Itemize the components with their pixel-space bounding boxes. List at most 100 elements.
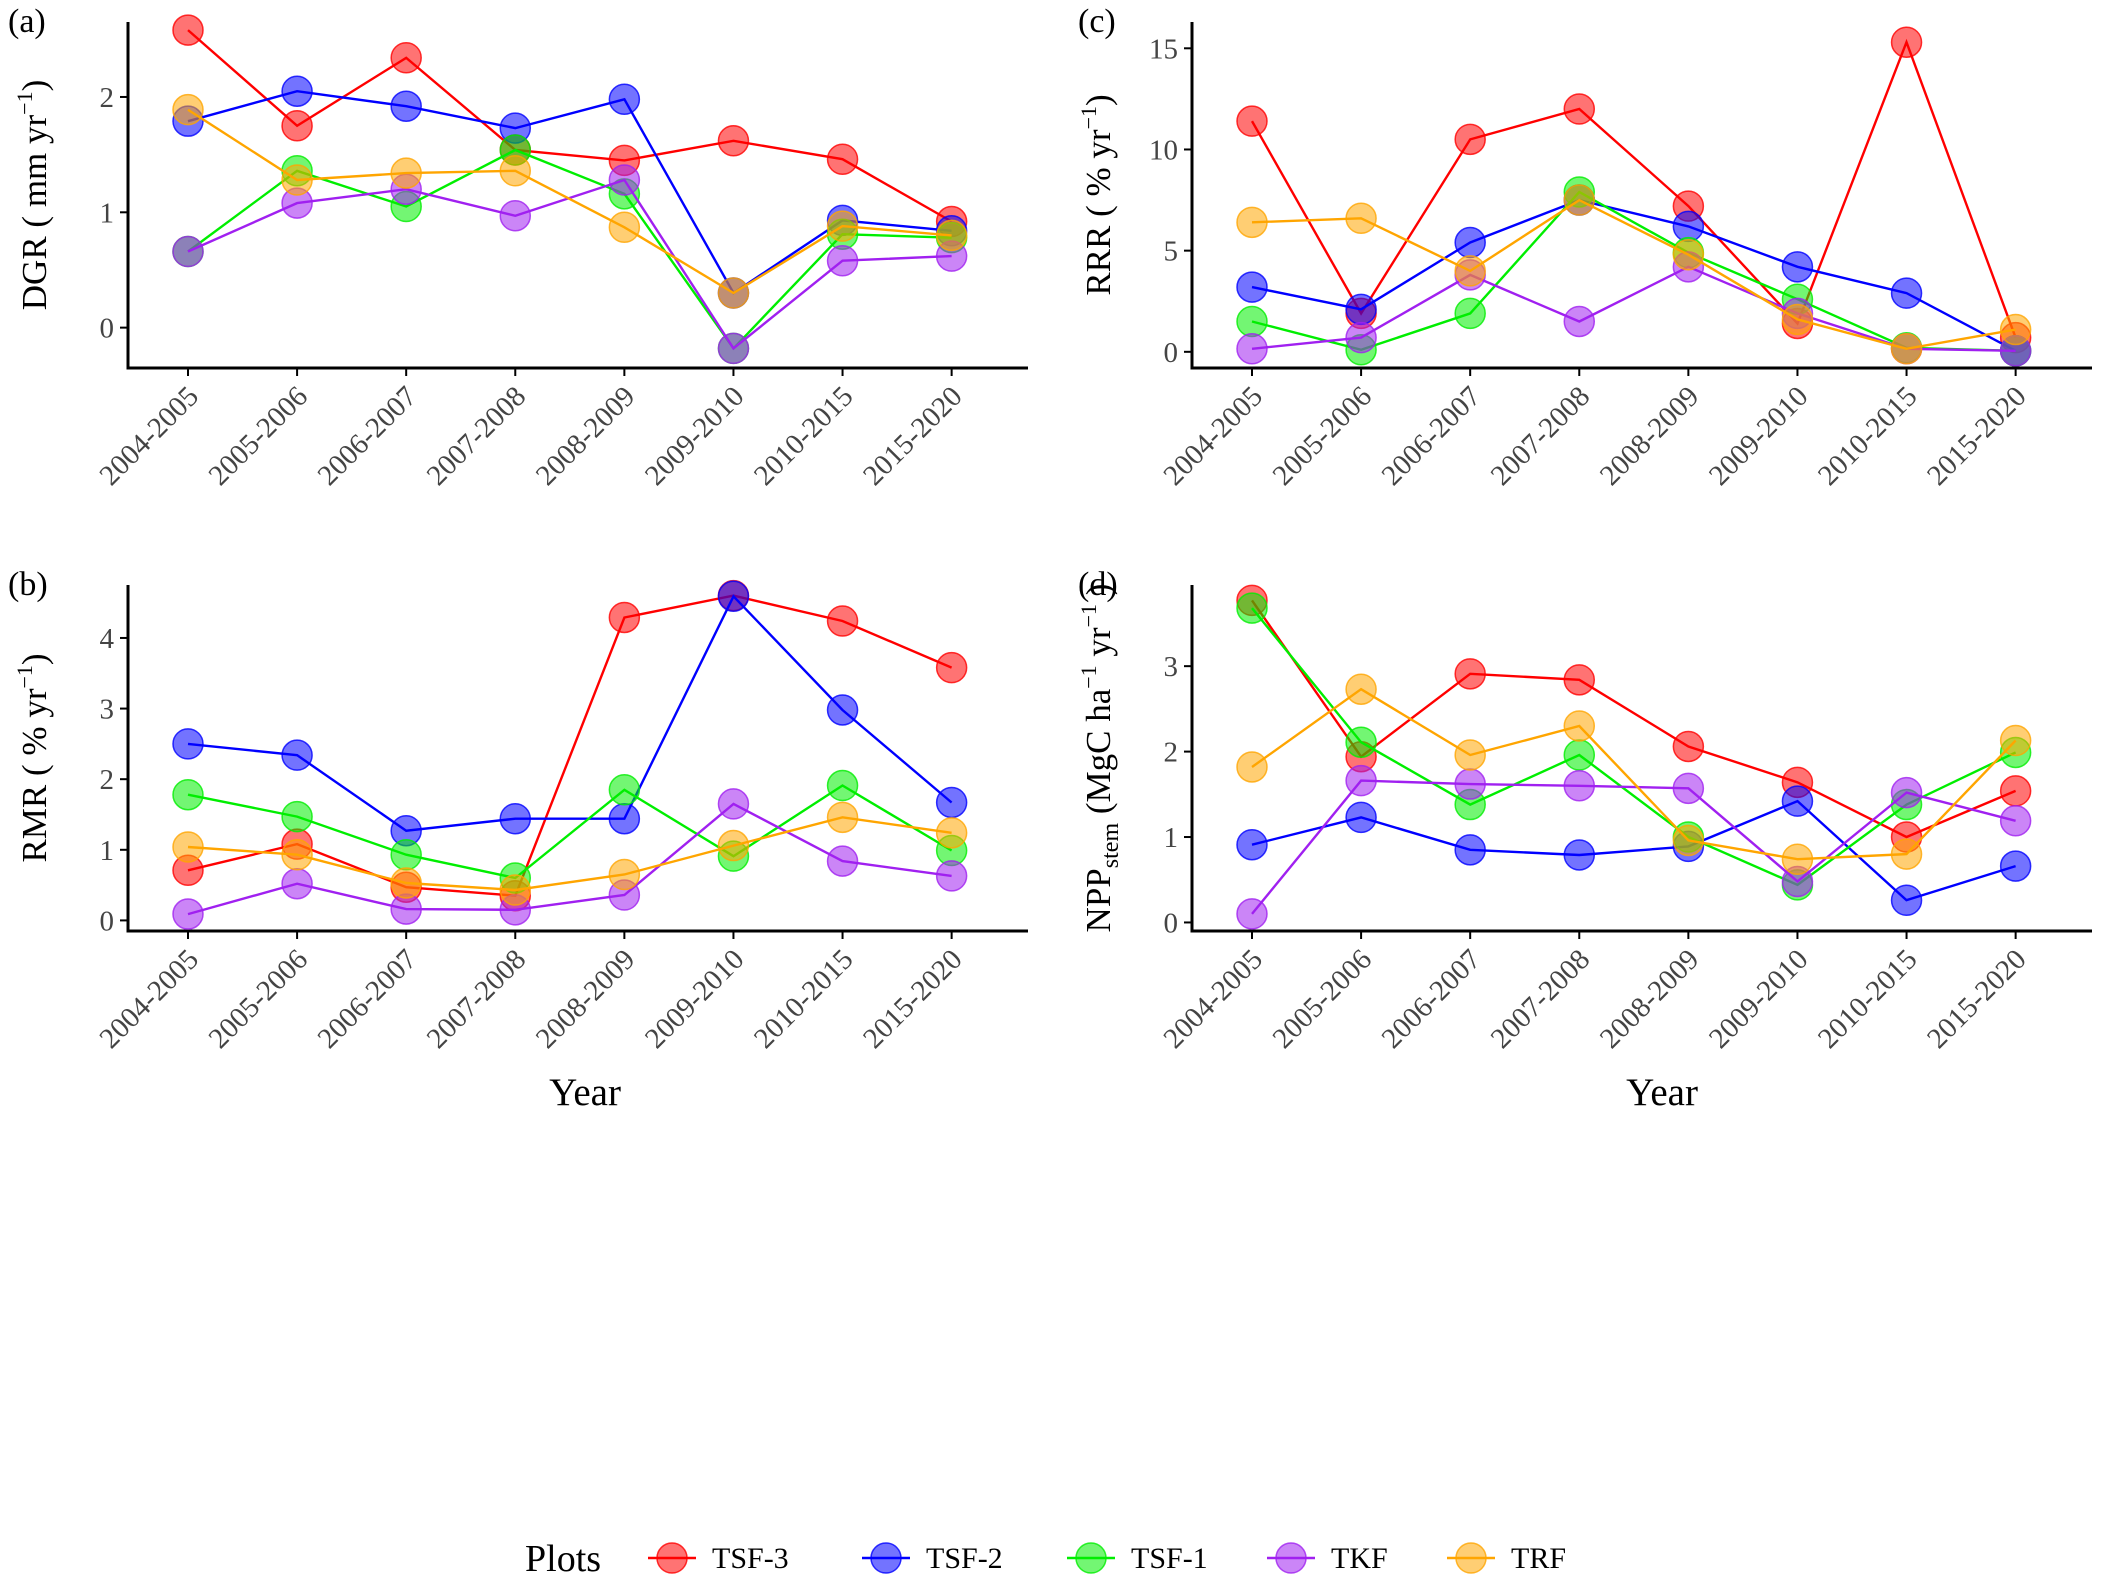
y-tick-label: 2 bbox=[1164, 737, 1179, 769]
data-point bbox=[1345, 202, 1377, 235]
data-point bbox=[935, 651, 968, 684]
x-tick-label: 2008-2009 bbox=[530, 380, 641, 491]
x-tick-label: 2009-2010 bbox=[1703, 380, 1814, 491]
data-point bbox=[717, 580, 750, 613]
data-point bbox=[1454, 226, 1486, 259]
series-line bbox=[1251, 599, 2017, 839]
data-point bbox=[1345, 764, 1377, 797]
data-point bbox=[935, 817, 968, 849]
x-tick-label: 2007-2008 bbox=[421, 943, 532, 1054]
legend-entry-TRF: TRF bbox=[1447, 1542, 1566, 1575]
data-point bbox=[1345, 726, 1377, 758]
x-tick-label: 2005-2006 bbox=[203, 943, 314, 1054]
panel-tag: (a) bbox=[8, 3, 46, 40]
data-point bbox=[1890, 277, 1923, 309]
panel-d: (d) 0 1 2 3 2004-20052005-20062006-20072007-2… bbox=[1076, 566, 2092, 1055]
data-point bbox=[608, 83, 641, 116]
legend-key-point bbox=[1455, 1542, 1487, 1574]
data-point bbox=[1999, 775, 2032, 807]
x-tick-label: 2015-2020 bbox=[857, 380, 968, 491]
series-line bbox=[187, 594, 953, 897]
x-tick-label: 2006-2007 bbox=[312, 943, 423, 1054]
legend-entry-TKF: TKF bbox=[1267, 1542, 1388, 1575]
data-point bbox=[172, 93, 204, 126]
data-point bbox=[390, 157, 422, 189]
axis-lines bbox=[126, 22, 1028, 370]
data-point bbox=[826, 244, 859, 277]
y-axis-label: NPPstem (MgC ha−1 yr−1 ) bbox=[1076, 584, 1124, 933]
data-point bbox=[390, 42, 422, 74]
x-tick-label: 2008-2009 bbox=[530, 943, 641, 1054]
data-point bbox=[281, 110, 313, 142]
y-tick-label: 0 bbox=[1164, 337, 1179, 369]
series-TKF bbox=[1236, 764, 2032, 930]
data-point bbox=[608, 211, 641, 244]
data-point bbox=[1454, 255, 1486, 287]
data-point bbox=[281, 164, 313, 196]
legend-label: TRF bbox=[1511, 1542, 1566, 1575]
data-point bbox=[826, 769, 859, 802]
x-tick-label: 2009-2010 bbox=[1703, 943, 1814, 1054]
y-tick-label: 2 bbox=[100, 764, 115, 796]
x-tick-label: 2008-2009 bbox=[1594, 943, 1705, 1054]
legend-label: TKF bbox=[1331, 1542, 1388, 1575]
series-line bbox=[187, 784, 953, 880]
data-point bbox=[1563, 664, 1596, 696]
data-point bbox=[1563, 739, 1596, 771]
x-tick-label: 2015-2020 bbox=[1921, 380, 2032, 491]
y-tick-label: 15 bbox=[1149, 33, 1178, 65]
data-point bbox=[1236, 751, 1268, 783]
data-point bbox=[499, 200, 532, 232]
data-point bbox=[1672, 730, 1705, 763]
x-tick-label: 2005-2006 bbox=[1267, 380, 1378, 491]
legend-title: Plots bbox=[525, 1538, 601, 1580]
data-point bbox=[1454, 768, 1486, 800]
data-point bbox=[172, 898, 204, 930]
x-axis-title: Year bbox=[549, 1071, 621, 1114]
data-point bbox=[1236, 592, 1268, 624]
data-point bbox=[172, 778, 204, 811]
data-point bbox=[826, 143, 859, 175]
data-point bbox=[1454, 834, 1486, 866]
data-point bbox=[499, 874, 532, 906]
data-point bbox=[1563, 839, 1596, 871]
data-point bbox=[1890, 838, 1923, 870]
legend-key-point bbox=[870, 1542, 902, 1574]
data-point bbox=[1781, 843, 1814, 875]
x-tick-label: 2015-2020 bbox=[1921, 943, 2032, 1054]
x-tick-label: 2004-2005 bbox=[1157, 380, 1268, 491]
data-point bbox=[1236, 898, 1268, 930]
data-point bbox=[1345, 293, 1377, 326]
x-axis-title: Year bbox=[1626, 1071, 1698, 1114]
y-tick-label: 4 bbox=[100, 623, 115, 655]
y-tick-label: 1 bbox=[100, 835, 115, 867]
x-tick-label: 2009-2010 bbox=[639, 380, 750, 491]
data-point bbox=[1890, 26, 1923, 58]
y-tick-label: 0 bbox=[1164, 907, 1179, 939]
panel-tag: (c) bbox=[1078, 3, 1116, 40]
series-line bbox=[187, 802, 952, 916]
y-axis-label: RMR ( % yr−1) bbox=[12, 653, 54, 862]
data-point bbox=[499, 155, 532, 187]
data-point bbox=[1672, 238, 1705, 271]
data-point bbox=[1563, 184, 1596, 216]
data-point bbox=[826, 801, 859, 834]
data-point bbox=[1454, 297, 1486, 330]
data-point bbox=[1781, 251, 1814, 283]
series-line bbox=[187, 148, 952, 351]
legend-key-point bbox=[1075, 1542, 1107, 1574]
data-point bbox=[1999, 805, 2032, 837]
data-point bbox=[1345, 801, 1377, 834]
series-line bbox=[1251, 190, 2016, 352]
data-point bbox=[1236, 305, 1268, 338]
data-point bbox=[1563, 305, 1596, 338]
legend-entry-TSF-2: TSF-2 bbox=[862, 1542, 1003, 1575]
data-point bbox=[1236, 271, 1268, 303]
y-tick-label: 2 bbox=[100, 82, 115, 114]
data-point bbox=[172, 14, 204, 46]
data-point bbox=[1890, 776, 1923, 809]
data-point bbox=[935, 219, 968, 252]
x-tick-label: 2004-2005 bbox=[1157, 943, 1268, 1054]
data-point bbox=[1454, 739, 1486, 771]
